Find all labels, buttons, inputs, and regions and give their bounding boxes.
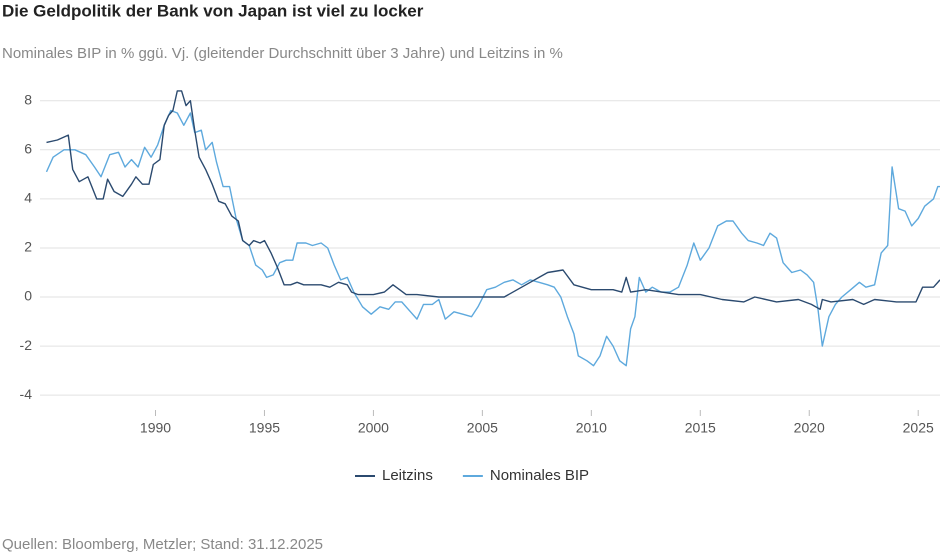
y-tick-label: -4	[20, 386, 33, 402]
data-line	[45, 109, 940, 367]
y-tick-label: 8	[24, 91, 32, 107]
data-line	[46, 90, 940, 310]
y-tick-label: 4	[24, 190, 32, 206]
x-tick-label: 2000	[358, 420, 389, 436]
x-tick-label: 2025	[903, 420, 934, 436]
y-tick-label: 2	[24, 239, 32, 255]
x-tick-label: 2010	[576, 420, 607, 436]
x-tick-label: 1995	[249, 420, 280, 436]
y-tick-label: 6	[24, 141, 32, 157]
chart-subtitle: Nominales BIP in % ggü. Vj. (gleitender …	[2, 45, 563, 62]
x-tick-label: 2005	[467, 420, 498, 436]
source-note: Quellen: Bloomberg, Metzler; Stand: 31.1…	[2, 536, 323, 553]
y-tick-label: 0	[24, 288, 32, 304]
chart-title: Die Geldpolitik der Bank von Japan ist v…	[2, 1, 424, 20]
legend-label: Leitzins	[382, 467, 433, 484]
x-tick-label: 2020	[794, 420, 825, 436]
y-tick-label: -2	[20, 337, 33, 353]
x-tick-label: 1990	[140, 420, 171, 436]
x-tick-label: 2015	[685, 420, 716, 436]
legend-label: Nominales BIP	[490, 467, 589, 484]
